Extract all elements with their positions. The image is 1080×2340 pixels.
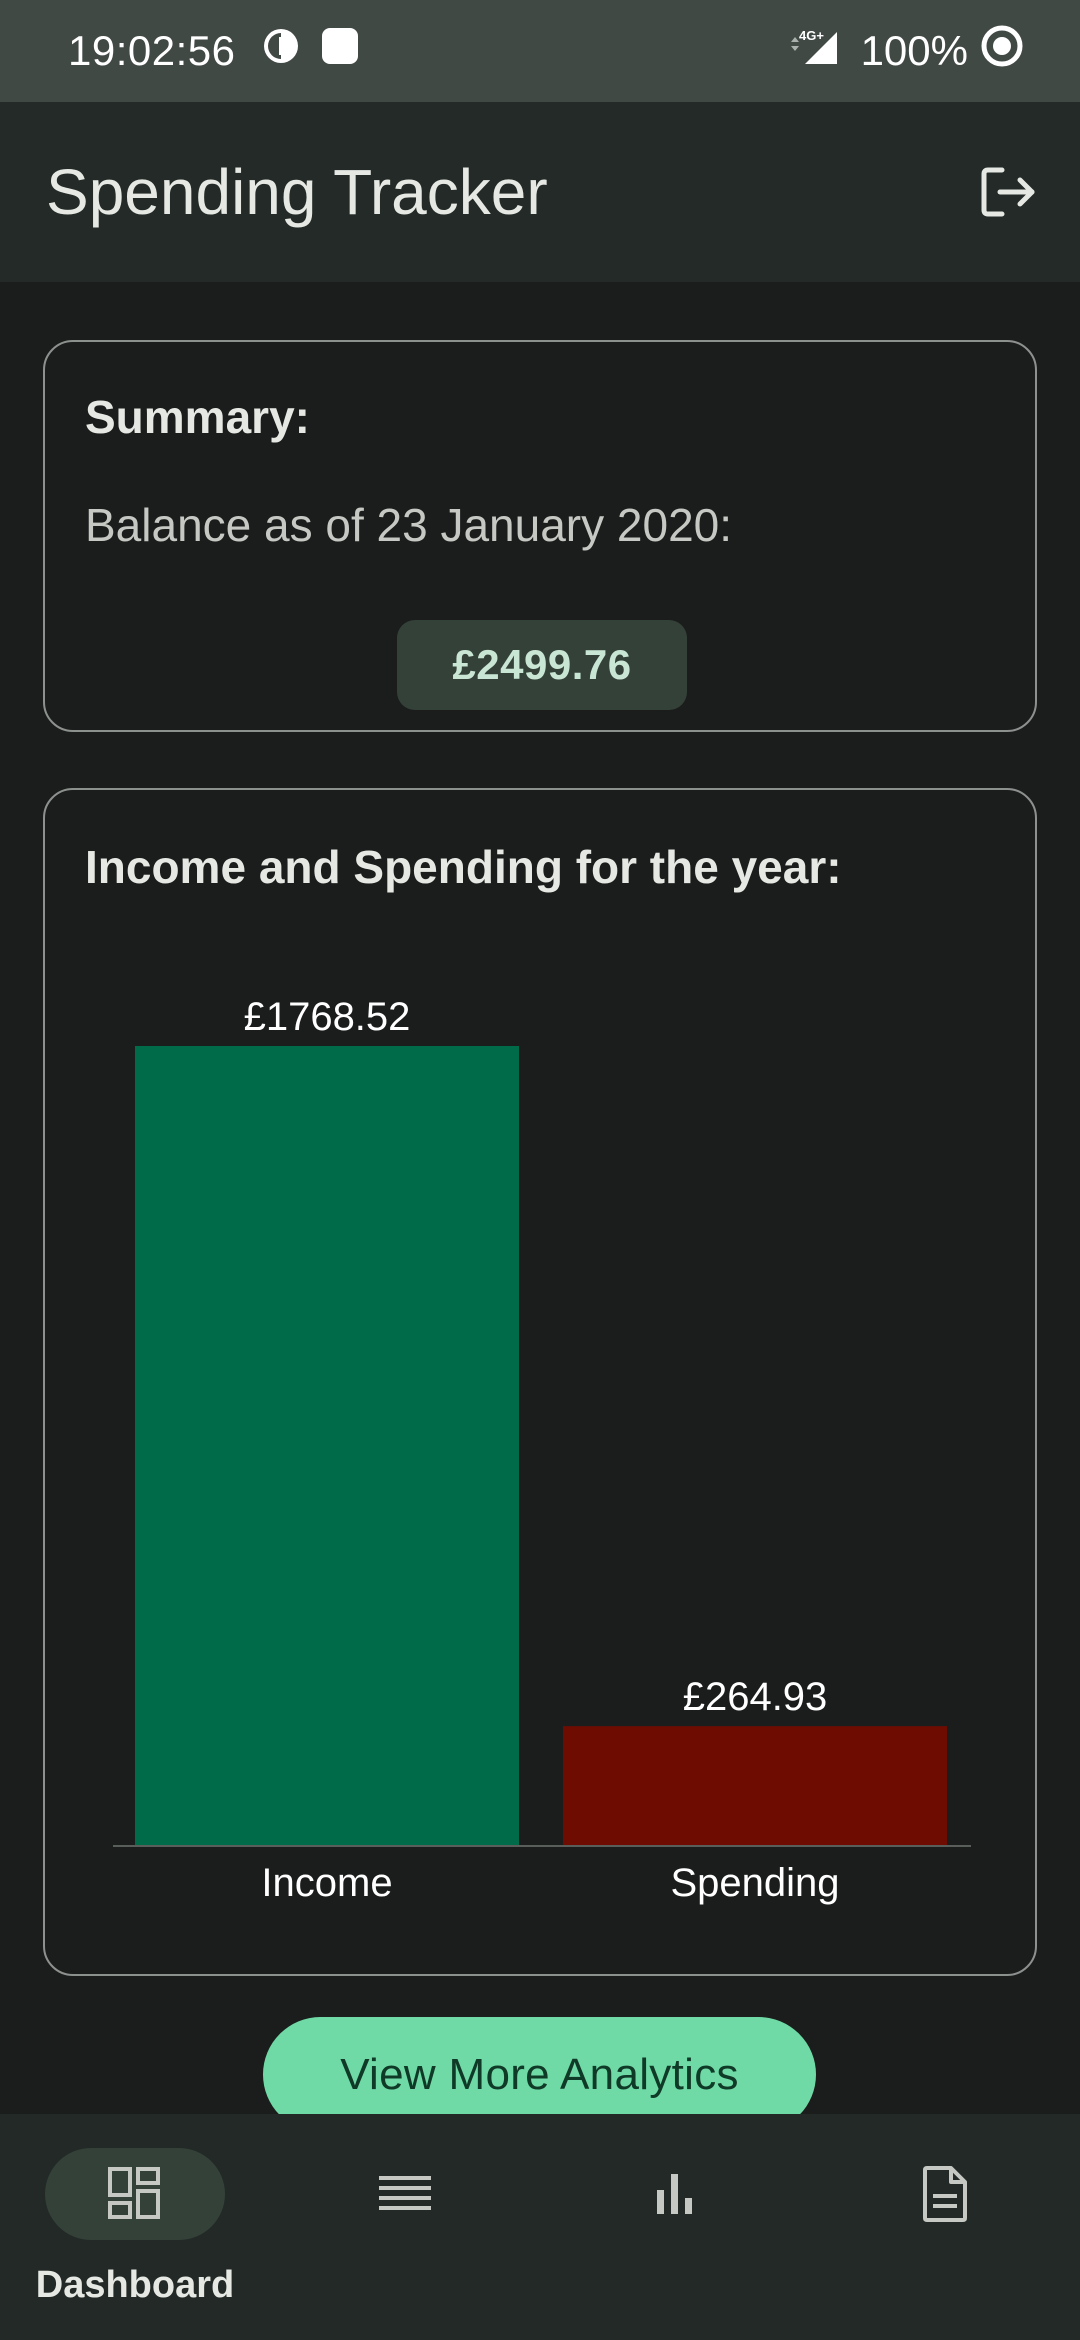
logout-button[interactable] — [972, 156, 1044, 228]
bar-chart-icon — [657, 2174, 692, 2214]
nav-label-dashboard: Dashboard — [35, 2264, 235, 2306]
category-label-income: Income — [261, 1861, 392, 1905]
status-bar: 19:02:56 4G+ 100% — [0, 0, 1080, 102]
list-icon — [379, 2176, 431, 2210]
view-more-analytics-button[interactable]: View More Analytics — [263, 2017, 816, 2132]
bar-income — [135, 1046, 519, 1846]
category-label-spending: Spending — [670, 1861, 839, 1905]
nav-item-transactions[interactable] — [270, 2114, 540, 2340]
battery-percent: 100% — [860, 27, 968, 74]
nav-item-dashboard[interactable]: Dashboard — [0, 2114, 270, 2340]
battery-icon — [980, 24, 1024, 78]
nav-item-reports[interactable] — [810, 2114, 1080, 2340]
balance-value-chip: £2499.76 — [397, 620, 687, 710]
status-time: 19:02:56 — [68, 27, 236, 74]
summary-title: Summary: — [85, 391, 310, 443]
chart-title: Income and Spending for the year: — [85, 841, 842, 893]
app-bar: Spending Tracker — [0, 102, 1080, 282]
document-icon — [923, 2166, 967, 2222]
notification-square-icon — [320, 26, 360, 76]
data-saver-icon — [262, 27, 300, 75]
nav-item-analytics[interactable] — [540, 2114, 810, 2340]
bar-value-label-income: £1768.52 — [244, 995, 411, 1039]
logout-icon — [981, 167, 1035, 217]
income-spending-bar-chart: £1768.52 Income £264.93 Spending — [113, 995, 971, 1905]
bottom-navigation: Dashboard — [0, 2114, 1080, 2340]
app-title: Spending Tracker — [46, 156, 548, 228]
nav-active-indicator — [45, 2148, 225, 2240]
summary-card: Summary: Balance as of 23 January 2020: … — [43, 340, 1037, 732]
network-type: 4G+ — [799, 28, 824, 43]
bar-spending — [563, 1726, 947, 1846]
signal-icon: 4G+ — [785, 26, 841, 76]
income-spending-chart-card: Income and Spending for the year: £1768.… — [43, 788, 1037, 1976]
dashboard-icon — [108, 2167, 160, 2219]
bar-value-label-spending: £264.93 — [683, 1675, 828, 1719]
balance-label: Balance as of 23 January 2020: — [85, 499, 733, 551]
